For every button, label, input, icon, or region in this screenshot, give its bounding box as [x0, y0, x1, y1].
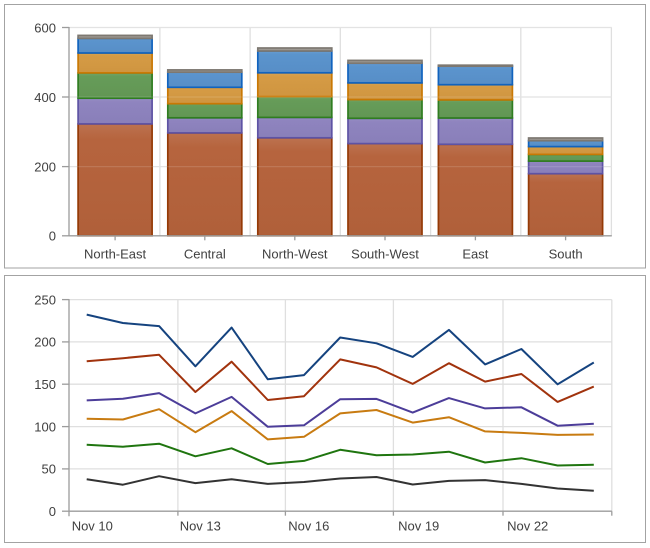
svg-text:South: South: [549, 247, 583, 262]
svg-text:0: 0: [49, 504, 56, 519]
svg-text:50: 50: [42, 462, 56, 477]
svg-text:North-East: North-East: [84, 247, 147, 262]
svg-text:150: 150: [34, 377, 56, 392]
svg-text:100: 100: [34, 419, 56, 434]
svg-text:Nov 13: Nov 13: [180, 519, 221, 534]
svg-text:600: 600: [34, 20, 56, 35]
svg-text:200: 200: [34, 159, 56, 174]
svg-text:Nov 19: Nov 19: [398, 519, 439, 534]
svg-text:0: 0: [49, 229, 56, 244]
svg-text:East: East: [462, 247, 488, 262]
svg-text:Central: Central: [184, 247, 226, 262]
svg-text:Nov 22: Nov 22: [507, 519, 548, 534]
svg-text:200: 200: [34, 335, 56, 350]
svg-text:South-West: South-West: [351, 247, 419, 262]
svg-text:North-West: North-West: [262, 247, 328, 262]
svg-text:250: 250: [34, 292, 56, 307]
svg-text:Nov 16: Nov 16: [288, 519, 329, 534]
svg-text:Nov 10: Nov 10: [72, 519, 113, 534]
svg-text:400: 400: [34, 90, 56, 105]
